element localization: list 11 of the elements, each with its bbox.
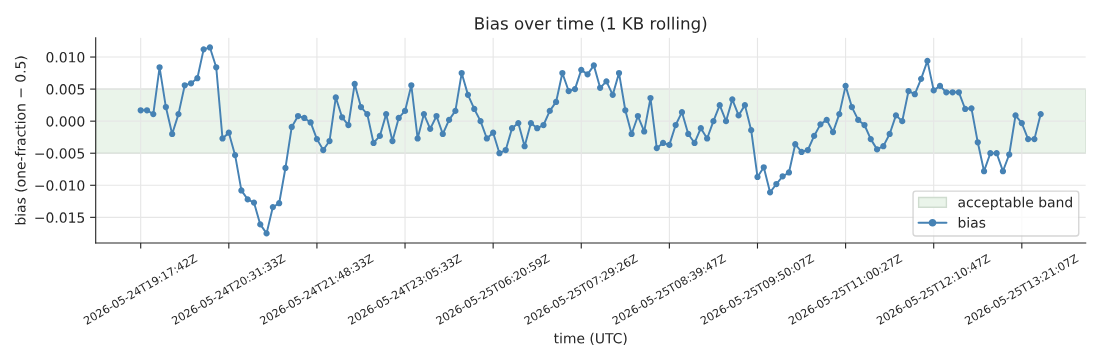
legend-label: bias xyxy=(958,217,986,228)
y-tick-label: −0.015 xyxy=(35,212,85,223)
x-axis-title: time (UTC) xyxy=(553,332,627,346)
y-axis-title: bias (one-fraction − 0.5) xyxy=(14,56,28,225)
y-tick-label: 0.005 xyxy=(46,84,85,95)
legend-label: acceptable band xyxy=(958,196,1072,211)
y-tick-label: −0.005 xyxy=(35,148,85,159)
y-tick-label: 0.000 xyxy=(46,116,85,127)
y-tick-label: 0.010 xyxy=(46,52,85,63)
y-tick-label: −0.010 xyxy=(35,180,85,191)
chart-title: Bias over time (1 KB rolling) xyxy=(475,16,707,33)
